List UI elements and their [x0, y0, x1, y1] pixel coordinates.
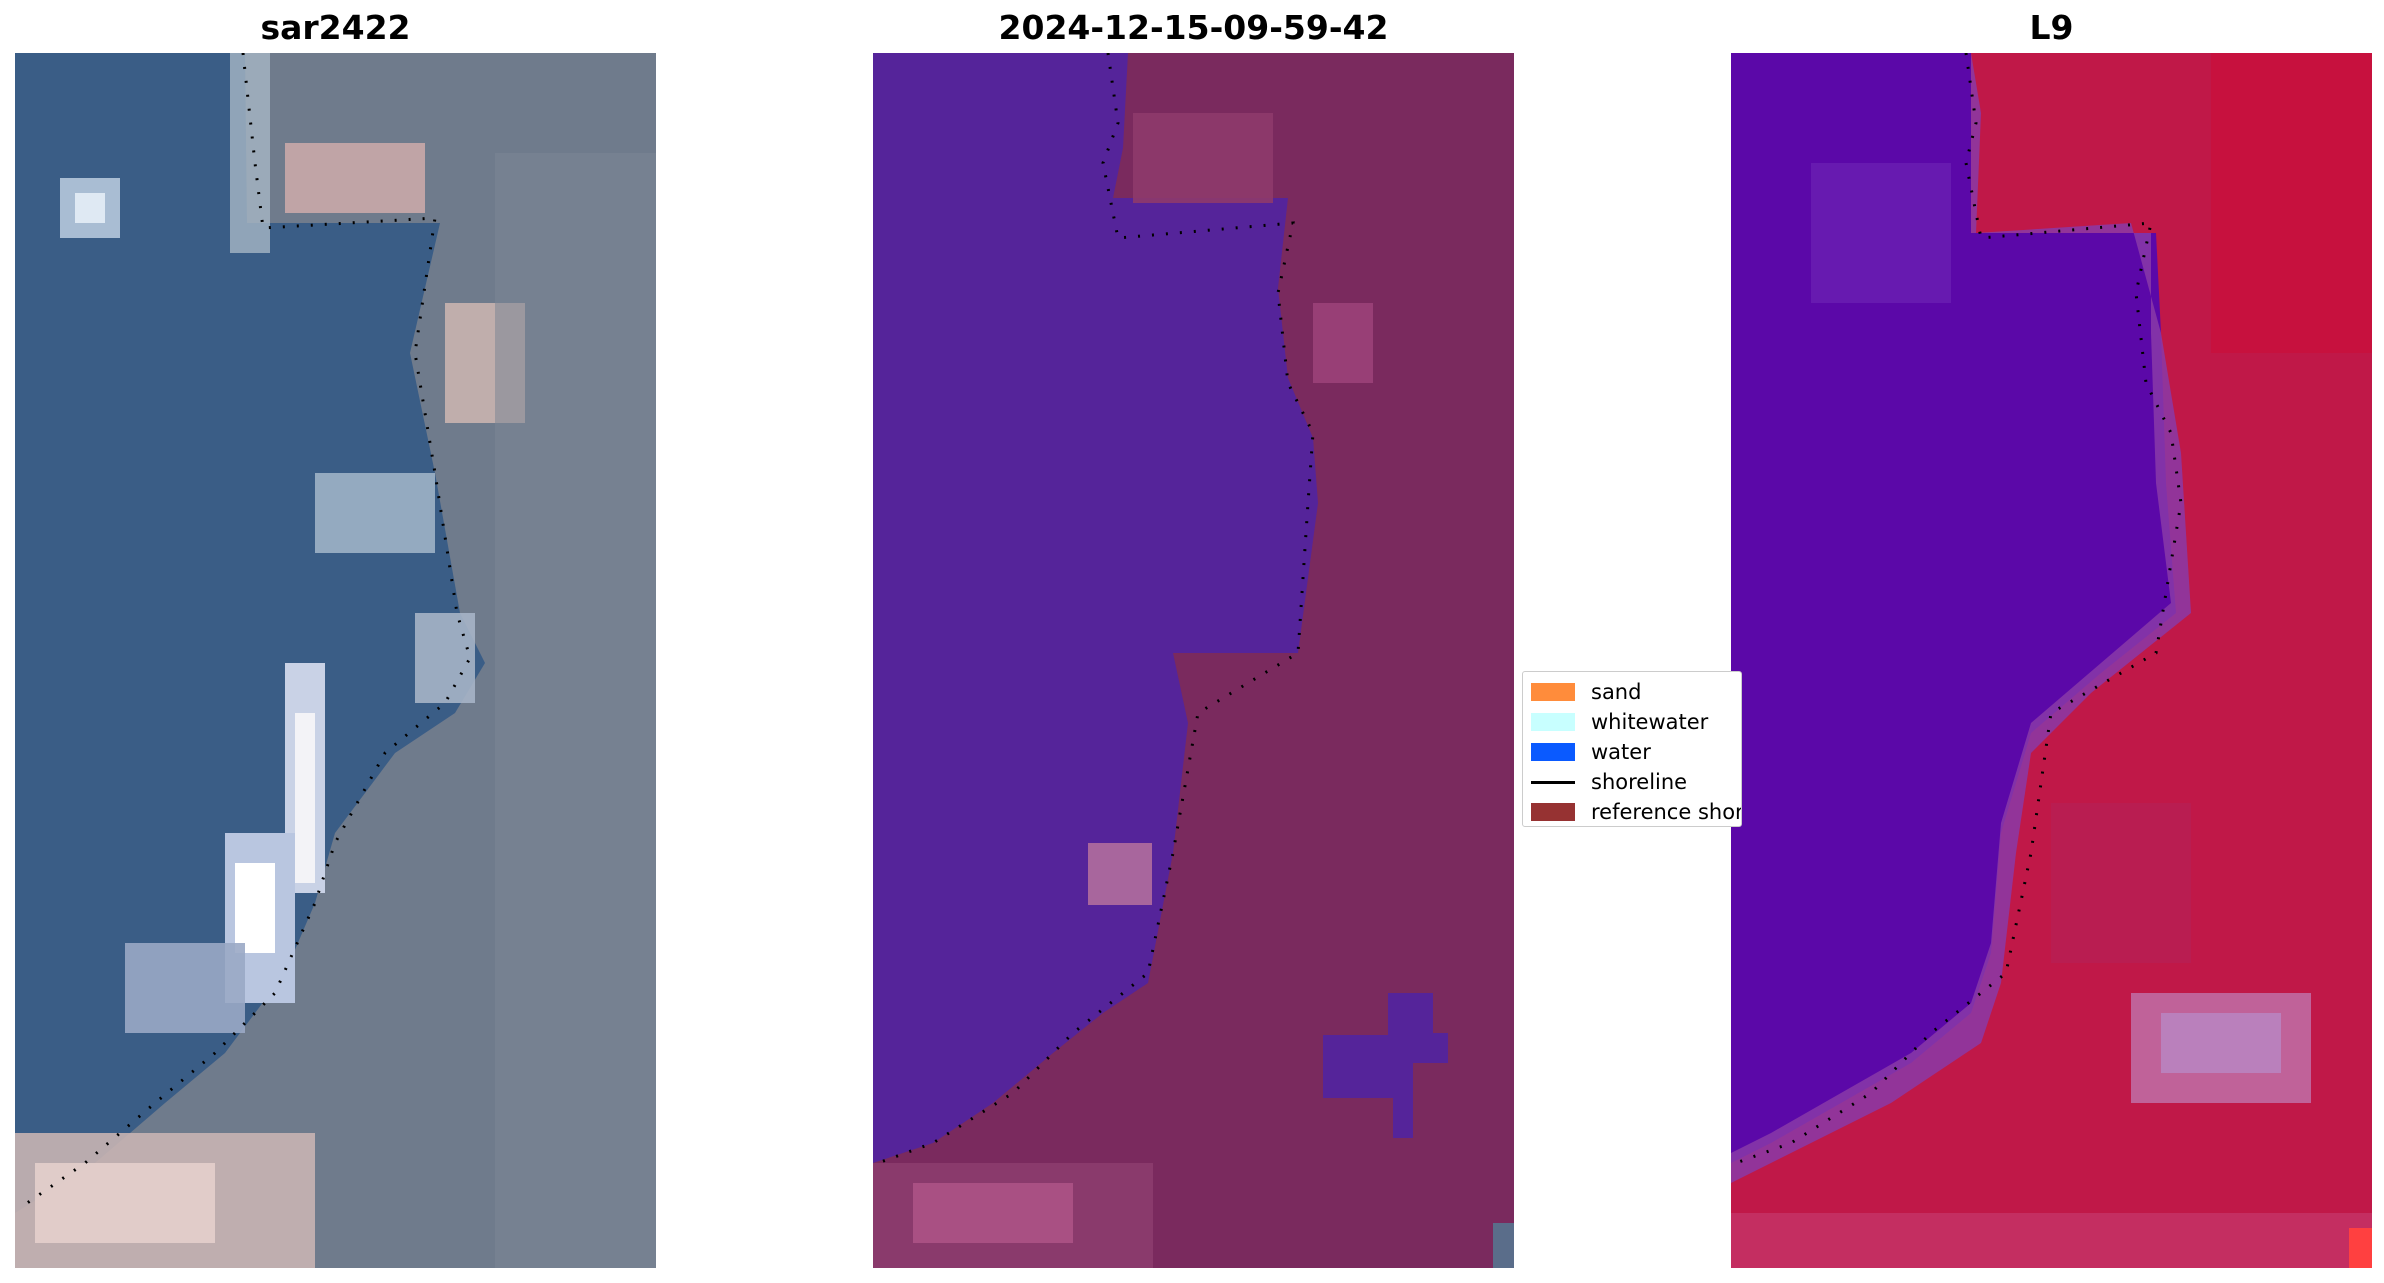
- legend-item-shoreline: shoreline: [1531, 768, 1687, 796]
- panel-title-index: L9: [2029, 8, 2074, 47]
- legend-label: shoreline: [1591, 770, 1688, 794]
- legend: sand whitewater water shoreline referenc…: [1522, 671, 1742, 827]
- classified-image-panel: [873, 53, 1514, 1268]
- legend-swatch-sand: [1531, 683, 1575, 701]
- classified-image: [873, 53, 1514, 1268]
- legend-label: whitewater: [1591, 710, 1709, 734]
- legend-item-whitewater: whitewater: [1531, 708, 1708, 736]
- rgb-image: [15, 53, 656, 1268]
- legend-item-water: water: [1531, 738, 1651, 766]
- rgb-image-panel: [15, 53, 656, 1268]
- index-image-panel: [1731, 53, 2372, 1268]
- panel-title-classified: 2024-12-15-09-59-42: [998, 8, 1389, 47]
- panel-title-rgb: sar2422: [260, 8, 411, 47]
- legend-label: reference shoreline: [1591, 800, 1742, 824]
- legend-swatch-water: [1531, 743, 1575, 761]
- legend-item-reference-shoreline: reference shoreline: [1531, 798, 1742, 826]
- legend-swatch-whitewater: [1531, 713, 1575, 731]
- index-image: [1731, 53, 2372, 1268]
- legend-item-sand: sand: [1531, 678, 1641, 706]
- legend-label: sand: [1591, 680, 1642, 704]
- legend-swatch-reference-shoreline: [1531, 803, 1575, 821]
- legend-label: water: [1591, 740, 1651, 764]
- legend-swatch-shoreline: [1531, 780, 1575, 784]
